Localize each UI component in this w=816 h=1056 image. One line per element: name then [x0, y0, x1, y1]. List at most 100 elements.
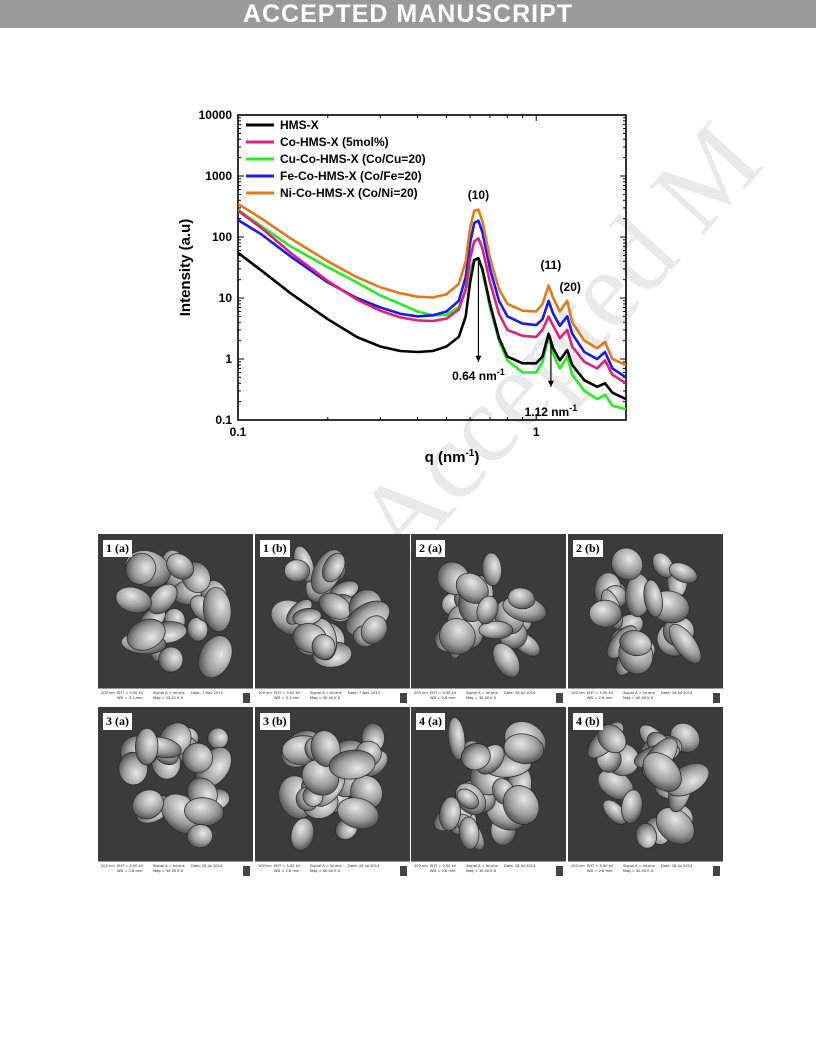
sem-scale-text: 100 nm: [258, 691, 272, 695]
sem-eht-wd-text: EHT = 5.00 kV WD = 2.6 mm: [117, 864, 144, 873]
annotation-arrow-head: [547, 380, 554, 387]
zeiss-logo-icon: [400, 866, 407, 876]
sem-eht-wd-text: EHT = 5.00 kV WD = 3.1 mm: [117, 691, 144, 700]
y-tick-label: 1: [225, 352, 232, 366]
legend-label: HMS-X: [280, 118, 319, 132]
peak-label: (10): [468, 188, 489, 202]
sem-micrograph: [255, 534, 410, 688]
sem-signal-mag-text: Signal A = InLens Mag = 30.00 K X: [623, 864, 655, 873]
sem-panel: 4 (a) 200 nm EHT = 5.00 kV WD = 2.6 mm Signa…: [411, 707, 566, 879]
sem-panel: 1 (b) 100 nm EHT = 5.00 kV WD = 3.1 mm Signa…: [255, 534, 410, 706]
zeiss-logo-icon: [713, 866, 720, 876]
sem-micrograph: [411, 534, 566, 688]
sem-scale-text: 200 nm: [571, 864, 585, 868]
sem-date-text: Date: 7 Nov 2013: [348, 691, 380, 695]
zeiss-logo-icon: [556, 866, 563, 876]
sem-signal-mag-text: Signal A = InLens Mag = 30.00 K X: [466, 864, 498, 873]
sem-date-text: Date: 28 Jul 2014: [661, 864, 693, 868]
sem-info-bar: 200 nm EHT = 5.00 kV WD = 3.1 mm Signal A =…: [98, 688, 253, 706]
sem-image-grid: 1 (a) 200 nm EHT = 5.00 kV WD = 3.1 mm Signa…: [98, 534, 723, 879]
sem-micrograph: [411, 707, 566, 861]
sem-panel-label: 1 (a): [103, 540, 132, 557]
sem-scale-text: 200 nm: [414, 691, 428, 695]
annotation-arrow-head: [475, 355, 482, 362]
sem-panel-label: 2 (b): [573, 540, 603, 557]
saxs-chart: 0.1 1 10 100 1000 10000 0.1 1 q (nm-1) Intensity …: [160, 95, 660, 475]
series-line-ni-co-hms-x: [238, 202, 626, 367]
legend-label: Ni-Co-HMS-X (Co/Ni=20): [280, 186, 418, 200]
sem-info-bar: 200 nm EHT = 5.00 kV WD = 2.6 mm Signal A =…: [411, 861, 566, 879]
annotation-label: 0.64 nm-1: [452, 367, 505, 383]
sem-signal-mag-text: Signal A = InLens Mag = 40.00 K X: [310, 864, 342, 873]
sem-date-text: Date: 28 Jul 2014: [191, 864, 223, 868]
sem-scale-text: 100 nm: [571, 691, 585, 695]
series-line-co-hms-x: [238, 209, 626, 385]
sem-micrograph: [568, 534, 723, 688]
sem-panel-label: 4 (b): [573, 713, 603, 730]
zeiss-logo-icon: [713, 693, 720, 703]
accepted-manuscript-banner: ACCEPTED MANUSCRIPT: [0, 0, 816, 28]
sem-scale-text: 200 nm: [101, 691, 115, 695]
series-line-hms-x: [238, 251, 626, 401]
sem-panel: 3 (a) 200 nm EHT = 5.00 kV WD = 2.6 mm Signa…: [98, 707, 253, 879]
peak-label: (20): [560, 280, 581, 294]
sem-signal-mag-text: Signal A = InLens Mag = 30.00 K X: [153, 864, 185, 873]
sem-micrograph: [98, 534, 253, 688]
zeiss-logo-icon: [243, 693, 250, 703]
sem-panel: 2 (a) 200 nm EHT = 5.00 kV WD = 2.6 mm Signa…: [411, 534, 566, 706]
sem-info-bar: 200 nm EHT = 5.00 kV WD = 2.6 mm Signal A =…: [411, 688, 566, 706]
legend-label: Co-HMS-X (5mol%): [280, 135, 389, 149]
sem-panel: 2 (b) 100 nm EHT = 5.00 kV WD = 2.6 mm Signa…: [568, 534, 723, 706]
peak-label: (11): [541, 258, 562, 272]
sem-micrograph: [255, 707, 410, 861]
sem-panel-label: 3 (a): [103, 713, 132, 730]
zeiss-logo-icon: [400, 693, 407, 703]
plot-frame: [237, 114, 627, 421]
sem-signal-mag-text: Signal A = InLens Mag = 30.00 K X: [466, 691, 498, 700]
legend-label: Fe-Co-HMS-X (Co/Fe=20): [280, 169, 422, 183]
sem-date-text: Date: 7 Nov 2013: [191, 691, 223, 695]
sem-scale-text: 100 nm: [258, 864, 272, 868]
sem-eht-wd-text: EHT = 5.00 kV WD = 2.6 mm: [587, 864, 614, 873]
sem-signal-mag-text: Signal A = InLens Mag = 40.00 K X: [623, 691, 655, 700]
sem-date-text: Date: 28 Jul 2014: [504, 864, 536, 868]
sem-panel: 4 (b) 200 nm EHT = 5.00 kV WD = 2.6 mm Signa…: [568, 707, 723, 879]
sem-date-text: Date: 28 Jul 2014: [504, 691, 536, 695]
sem-eht-wd-text: EHT = 5.00 kV WD = 2.6 mm: [274, 864, 301, 873]
y-tick-label: 1000: [205, 169, 232, 183]
sem-panel-label: 1 (b): [260, 540, 290, 557]
y-tick-label: 10000: [199, 108, 233, 122]
series-line-fe-co-hms-x: [238, 218, 626, 379]
series-line-cu-co-hms-x: [238, 208, 626, 411]
sem-scale-text: 200 nm: [101, 864, 115, 868]
sem-panel: 1 (a) 200 nm EHT = 5.00 kV WD = 3.1 mm Signa…: [98, 534, 253, 706]
sem-info-bar: 200 nm EHT = 5.00 kV WD = 2.6 mm Signal A =…: [98, 861, 253, 879]
annotation-label: 1.12 nm-1: [525, 403, 578, 419]
x-tick-label: 0.1: [230, 425, 247, 439]
sem-panel-label: 3 (b): [260, 713, 290, 730]
sem-panel-label: 2 (a): [416, 540, 445, 557]
sem-eht-wd-text: EHT = 5.00 kV WD = 3.1 mm: [274, 691, 301, 700]
sem-micrograph: [568, 707, 723, 861]
banner-text: ACCEPTED MANUSCRIPT: [242, 0, 574, 28]
sem-date-text: Date: 28 Jul 2014: [348, 864, 380, 868]
sem-date-text: Date: 28 Jul 2014: [661, 691, 693, 695]
sem-scale-text: 200 nm: [414, 864, 428, 868]
sem-panel: 3 (b) 100 nm EHT = 5.00 kV WD = 2.6 mm Signa…: [255, 707, 410, 879]
sem-micrograph: [98, 707, 253, 861]
sem-info-bar: 200 nm EHT = 5.00 kV WD = 2.6 mm Signal A =…: [568, 861, 723, 879]
saxs-chart-svg: 0.1 1 10 100 1000 10000 0.1 1 q (nm-1) Intensity …: [177, 108, 627, 466]
sem-info-bar: 100 nm EHT = 5.00 kV WD = 2.6 mm Signal A =…: [255, 861, 410, 879]
zeiss-logo-icon: [556, 693, 563, 703]
sem-panel-label: 4 (a): [416, 713, 445, 730]
sem-info-bar: 100 nm EHT = 5.00 kV WD = 2.6 mm Signal A =…: [568, 688, 723, 706]
sem-eht-wd-text: EHT = 5.00 kV WD = 2.6 mm: [430, 864, 457, 873]
y-axis-label: Intensity (a.u): [177, 219, 194, 317]
legend-label: Cu-Co-HMS-X (Co/Cu=20): [280, 152, 426, 166]
sem-eht-wd-text: EHT = 5.00 kV WD = 2.6 mm: [430, 691, 457, 700]
y-tick-label: 10: [219, 291, 233, 305]
y-tick-label: 0.1: [215, 413, 232, 427]
x-tick-label: 1: [533, 425, 540, 439]
sem-eht-wd-text: EHT = 5.00 kV WD = 2.6 mm: [587, 691, 614, 700]
sem-info-bar: 100 nm EHT = 5.00 kV WD = 3.1 mm Signal A =…: [255, 688, 410, 706]
